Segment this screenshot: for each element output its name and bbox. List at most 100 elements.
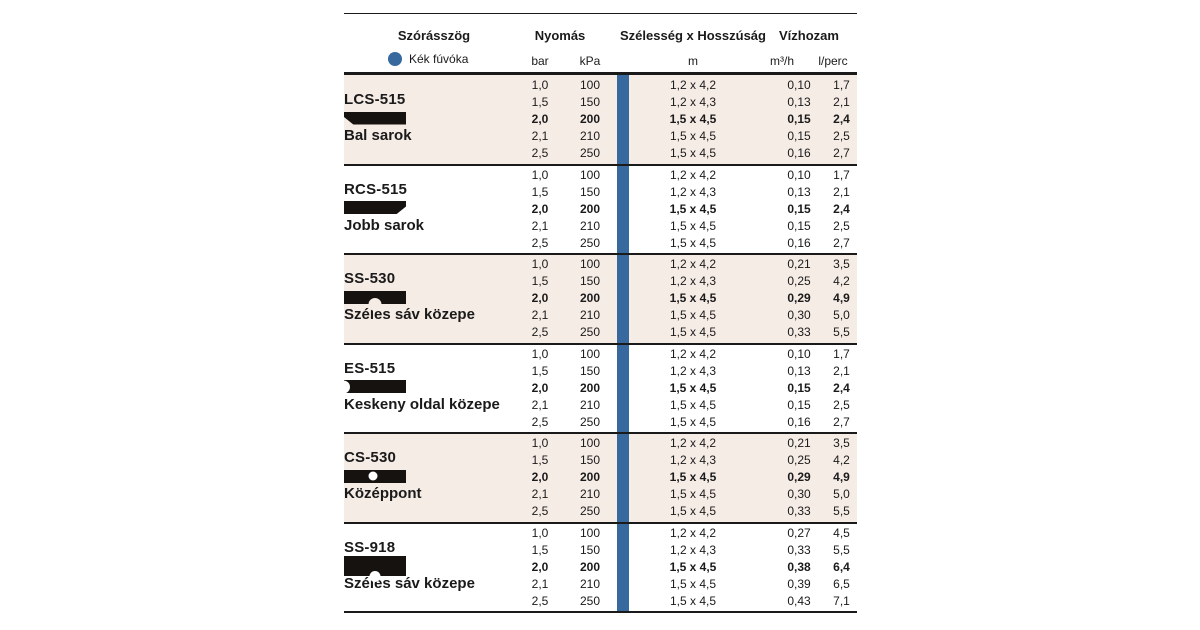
cell-pressure-bar: 1,0 [531, 346, 549, 361]
cell-flow-m3h: 0,43 [787, 593, 811, 608]
data-row: 2,0 200 1,5 x 4,5 0,15 2,4 [514, 380, 857, 397]
cell-pressure-bar: 1,0 [531, 257, 549, 271]
table-body: LCS-515 Bal sarok 1,0 100 1,2 x 4,2 0,10 1,7 1,… [337, 75, 857, 613]
cell-dimensions: 1,5 x 4,5 [669, 146, 717, 161]
product-label-block: SS-918 Széles sáv közepe [344, 523, 514, 613]
cell-flow-lperc: 4,5 [833, 525, 850, 540]
cell-flow-lperc: 4,2 [833, 274, 850, 289]
cell-pressure-bar: 1,5 [531, 542, 549, 557]
cell-dimensions: 1,2 x 4,3 [669, 184, 717, 199]
pattern-bottom-notch-icon [344, 290, 406, 311]
product-name: SS-918 [344, 538, 396, 556]
cell-pressure-kpa: 100 [579, 257, 601, 271]
cell-flow-lperc: 2,5 [833, 129, 850, 144]
product-name: SS-530 [344, 270, 396, 287]
cell-dimensions: 1,2 x 4,3 [669, 95, 717, 110]
cell-flow-lperc: 2,7 [833, 414, 850, 429]
pattern-icon-cell [337, 378, 514, 396]
product-description: Jobb sarok [344, 216, 425, 234]
cell-flow-m3h: 0,33 [787, 504, 811, 519]
data-row: 1,0 100 1,2 x 4,2 0,10 1,7 [514, 167, 857, 184]
cell-pressure-kpa: 250 [579, 146, 601, 161]
data-row: 1,0 100 1,2 x 4,2 0,10 1,7 [514, 346, 857, 363]
cell-flow-lperc: 4,9 [833, 470, 850, 485]
unit-lperc: l/perc [818, 54, 848, 68]
cell-pressure-bar: 2,5 [531, 235, 549, 250]
cell-flow-m3h: 0,16 [787, 146, 811, 161]
pattern-icon-cell [344, 288, 514, 311]
spray-pattern-table: Szórásszög Nyomás Szélesség x Hosszúság … [337, 0, 857, 630]
cell-dimensions: 1,5 x 4,5 [669, 414, 717, 429]
pattern-right-corner-icon [344, 201, 406, 214]
cell-dimensions: 1,2 x 4,3 [669, 453, 717, 468]
product-label-block: RCS-515 Jobb sarok [344, 165, 514, 255]
data-row: 1,0 100 1,2 x 4,2 0,27 4,5 [514, 525, 857, 542]
col-header-pressure: Nyomás [534, 28, 586, 43]
pattern-bottom-notch-tall-icon [344, 555, 406, 582]
product-group-es-515: ES-515 Keskeny oldal közepe 1,0 100 1,2 x 4,… [337, 344, 857, 434]
cell-pressure-bar: 2,0 [531, 380, 549, 395]
cell-pressure-bar: 1,5 [531, 363, 549, 378]
cell-dimensions: 1,5 x 4,5 [669, 235, 717, 250]
cell-pressure-kpa: 210 [579, 397, 601, 412]
unit-kpa: kPa [579, 54, 601, 68]
cell-dimensions: 1,2 x 4,3 [669, 274, 717, 289]
cell-dimensions: 1,2 x 4,2 [669, 78, 717, 92]
cell-flow-lperc: 6,4 [833, 559, 850, 574]
cell-dimensions: 1,5 x 4,5 [669, 129, 717, 144]
cell-flow-m3h: 0,15 [787, 129, 811, 144]
data-row: 1,0 100 1,2 x 4,2 0,10 1,7 [514, 77, 857, 94]
col-header-spray-angle: Szórásszög [397, 28, 471, 43]
cell-flow-lperc: 7,1 [833, 593, 850, 608]
cell-flow-m3h: 0,33 [787, 542, 811, 557]
group-separator [344, 432, 857, 434]
cell-pressure-kpa: 100 [579, 525, 601, 540]
data-row: 2,0 200 1,5 x 4,5 0,38 6,4 [514, 559, 857, 576]
product-group-ss-530: SS-530 Széles sáv közepe 1,0 100 1,2 x 4,2 0,… [344, 254, 857, 344]
product-name: LCS-515 [344, 91, 406, 108]
cell-flow-m3h: 0,21 [787, 436, 811, 450]
data-row: 2,1 210 1,5 x 4,5 0,15 2,5 [514, 218, 857, 235]
data-row: 2,0 200 1,5 x 4,5 0,29 4,9 [514, 469, 857, 486]
data-rows: 1,0 100 1,2 x 4,2 0,27 4,5 1,5 150 1,2 x 4,3 0,3… [514, 523, 857, 613]
cell-pressure-kpa: 200 [579, 291, 601, 306]
cell-flow-m3h: 0,29 [787, 470, 811, 485]
cell-flow-m3h: 0,27 [787, 525, 811, 540]
data-rows: 1,0 100 1,2 x 4,2 0,21 3,5 1,5 150 1,2 x 4,3 0,2… [514, 433, 857, 523]
cell-pressure-bar: 2,0 [531, 559, 549, 574]
cell-dimensions: 1,5 x 4,5 [669, 397, 717, 412]
product-description: Bal sarok [344, 127, 412, 144]
cell-dimensions: 1,2 x 4,3 [669, 363, 717, 378]
cell-flow-m3h: 0,38 [787, 559, 811, 574]
cell-dimensions: 1,5 x 4,5 [669, 593, 717, 608]
data-row: 1,0 100 1,2 x 4,2 0,21 3,5 [514, 435, 857, 452]
cell-pressure-kpa: 200 [579, 559, 601, 574]
cell-dimensions: 1,5 x 4,5 [669, 201, 717, 216]
unit-m: m [688, 54, 698, 68]
pattern-cutout [337, 380, 350, 393]
data-rows: 1,0 100 1,2 x 4,2 0,10 1,7 1,5 150 1,2 x 4,3 0,1… [514, 344, 857, 434]
cell-flow-lperc: 5,5 [833, 504, 850, 519]
data-row: 2,1 210 1,5 x 4,5 0,30 5,0 [514, 307, 857, 324]
cell-pressure-bar: 1,0 [531, 78, 549, 92]
cell-pressure-kpa: 210 [579, 129, 601, 144]
cell-dimensions: 1,2 x 4,3 [669, 542, 717, 557]
cell-flow-lperc: 5,0 [833, 308, 850, 323]
cell-pressure-bar: 2,1 [531, 397, 549, 412]
cell-flow-lperc: 5,5 [833, 542, 850, 557]
product-group-ss-918: SS-918 Széles sáv közepe 1,0 100 1,2 x 4,2 0,… [344, 523, 857, 613]
cell-flow-m3h: 0,16 [787, 414, 811, 429]
cell-pressure-bar: 2,0 [531, 201, 549, 216]
cell-flow-m3h: 0,30 [787, 308, 811, 323]
pattern-left-corner-icon [344, 111, 406, 125]
cell-flow-m3h: 0,15 [787, 201, 811, 216]
cell-flow-m3h: 0,13 [787, 95, 811, 110]
cell-pressure-kpa: 100 [579, 78, 601, 92]
cell-flow-lperc: 1,7 [833, 78, 850, 92]
cell-dimensions: 1,5 x 4,5 [669, 308, 717, 323]
cell-pressure-kpa: 210 [579, 218, 601, 233]
cell-flow-lperc: 2,5 [833, 218, 850, 233]
data-row: 2,1 210 1,5 x 4,5 0,15 2,5 [514, 128, 857, 145]
cell-pressure-kpa: 250 [579, 235, 601, 250]
cell-pressure-kpa: 250 [579, 414, 601, 429]
